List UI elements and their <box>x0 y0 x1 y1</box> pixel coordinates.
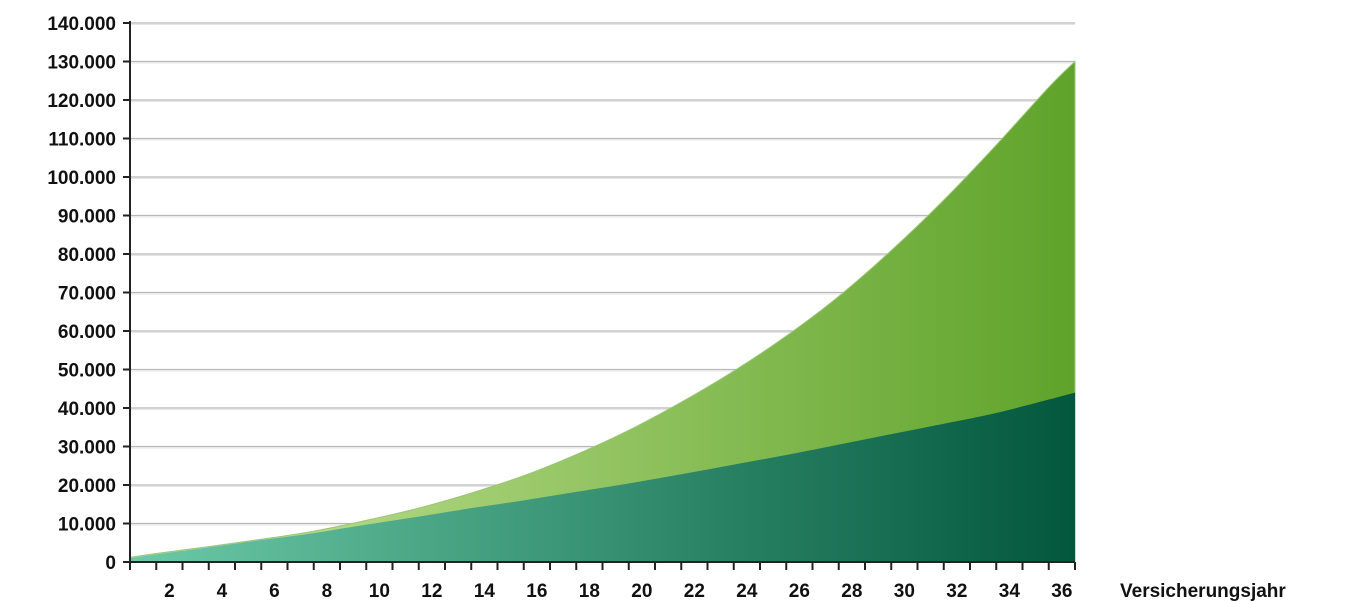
y-tick-label: 70.000 <box>58 284 116 305</box>
y-tick-label: 30.000 <box>58 438 116 459</box>
y-tick-label: 20.000 <box>58 476 116 497</box>
y-tick-label: 120.000 <box>47 91 116 112</box>
y-tick-label: 80.000 <box>58 245 116 266</box>
y-tick-label: 100.000 <box>47 168 116 189</box>
y-tick-label: 130.000 <box>47 53 116 74</box>
x-tick-label: 8 <box>322 581 333 601</box>
x-tick-label: 4 <box>217 581 228 601</box>
y-tick-label: 90.000 <box>58 207 116 228</box>
y-tick-label: 50.000 <box>58 361 116 382</box>
y-tick-label: 60.000 <box>58 322 116 343</box>
plot-areas <box>129 60 1076 563</box>
x-tick-label: 32 <box>946 581 967 601</box>
x-tick-label: 2 <box>164 581 175 601</box>
y-tick-label: 10.000 <box>58 515 116 536</box>
y-tick-label: 110.000 <box>48 130 116 151</box>
x-tick-label: 22 <box>684 581 705 601</box>
series-1-area <box>129 60 1076 563</box>
x-tick-label: 10 <box>369 581 390 601</box>
axes <box>123 21 1076 570</box>
y-tick-label: 0 <box>105 553 116 574</box>
x-tick-label: 36 <box>1051 581 1072 601</box>
y-tick-label: 40.000 <box>58 399 116 420</box>
x-tick-label: 12 <box>421 581 442 601</box>
x-tick-label: 28 <box>841 581 862 601</box>
x-tick-label: 14 <box>474 581 496 601</box>
x-axis-title: Versicherungsjahr <box>1120 581 1286 601</box>
x-tick-label: 18 <box>579 581 600 601</box>
x-tick-label: 30 <box>894 581 915 601</box>
series-2-area <box>130 392 1075 562</box>
y-tick-label: 140.000 <box>47 14 116 35</box>
x-tick-label: 20 <box>631 581 652 601</box>
x-tick-label: 26 <box>789 581 810 601</box>
tick-labels: 0 10.000 20.000 30.000 40.000 50.000 60.000 70.… <box>47 14 1072 601</box>
x-tick-label: 6 <box>269 581 280 601</box>
x-tick-label: 24 <box>736 581 758 601</box>
x-tick-label: 34 <box>999 581 1021 601</box>
x-tick-label: 16 <box>526 581 547 601</box>
